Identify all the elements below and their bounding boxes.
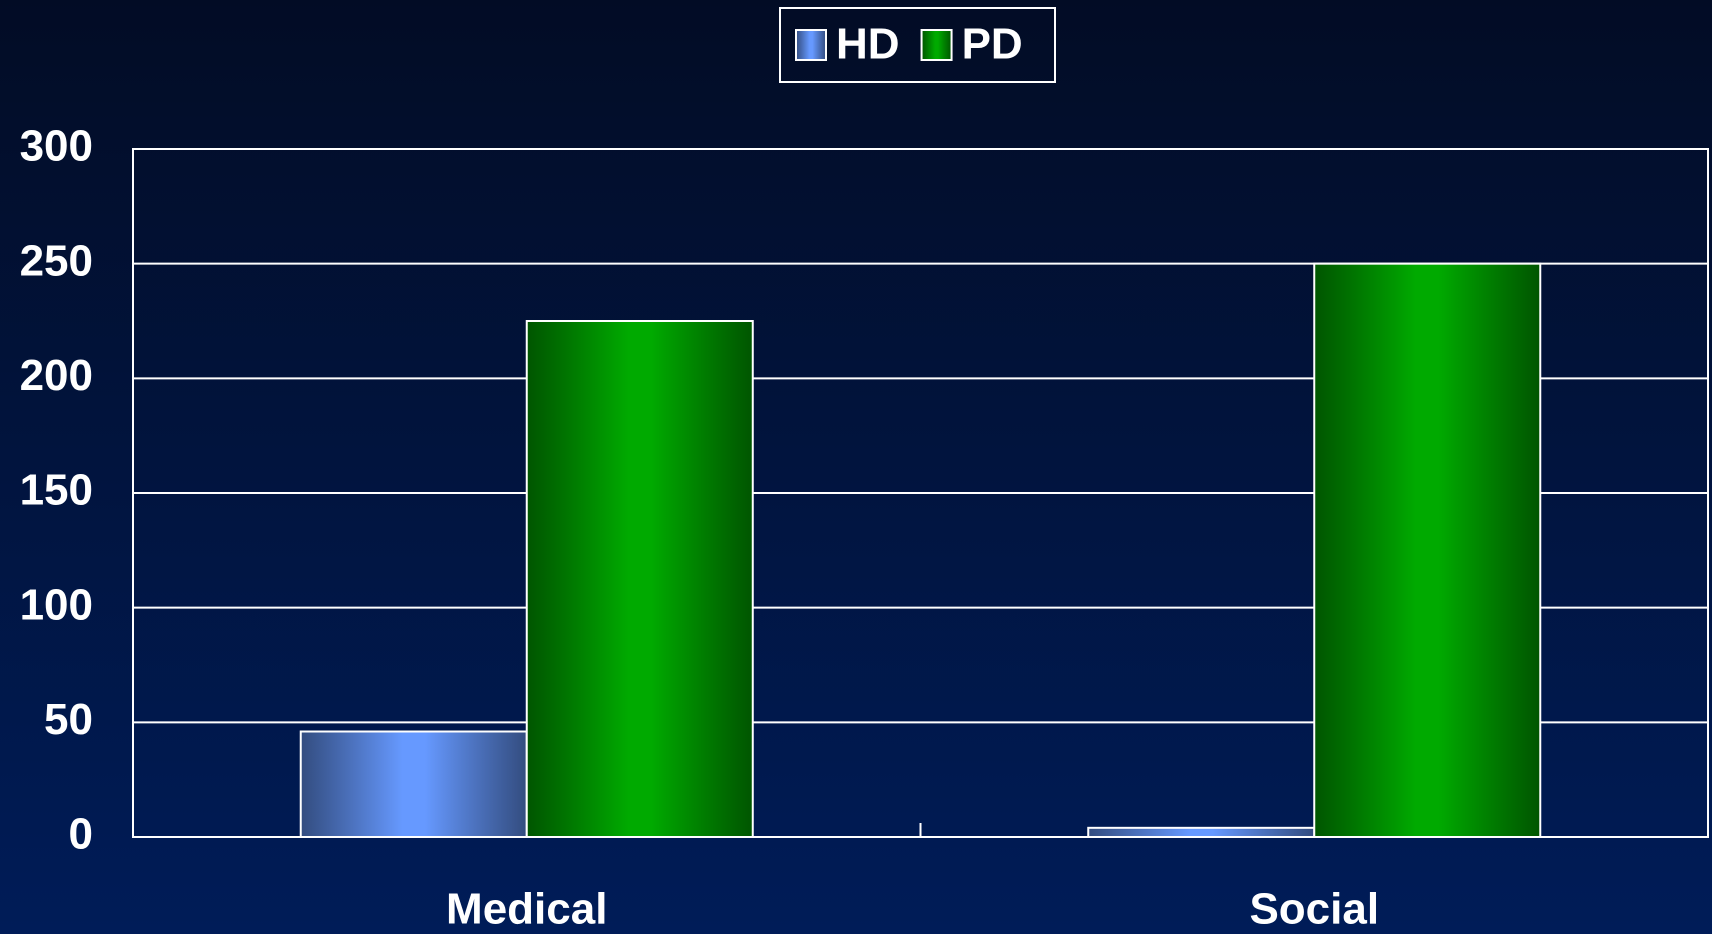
legend-box — [779, 7, 1056, 83]
bar — [1087, 826, 1316, 838]
y-tick-label: 300 — [20, 122, 93, 171]
bar — [525, 320, 754, 838]
x-tick-label: Social — [1249, 885, 1379, 934]
bar — [1313, 262, 1542, 838]
legend-label: HD — [836, 20, 900, 69]
y-tick-label: 200 — [20, 351, 93, 400]
legend-label: PD — [962, 20, 1023, 69]
legend-swatch — [795, 29, 827, 61]
y-tick-label: 100 — [20, 580, 93, 629]
y-tick-label: 50 — [44, 695, 93, 744]
y-tick-label: 0 — [69, 810, 93, 859]
y-tick-label: 150 — [20, 466, 93, 515]
y-tick-label: 250 — [20, 236, 93, 285]
x-tick-label: Medical — [446, 885, 607, 934]
bar — [299, 730, 528, 838]
legend-swatch — [920, 29, 953, 61]
